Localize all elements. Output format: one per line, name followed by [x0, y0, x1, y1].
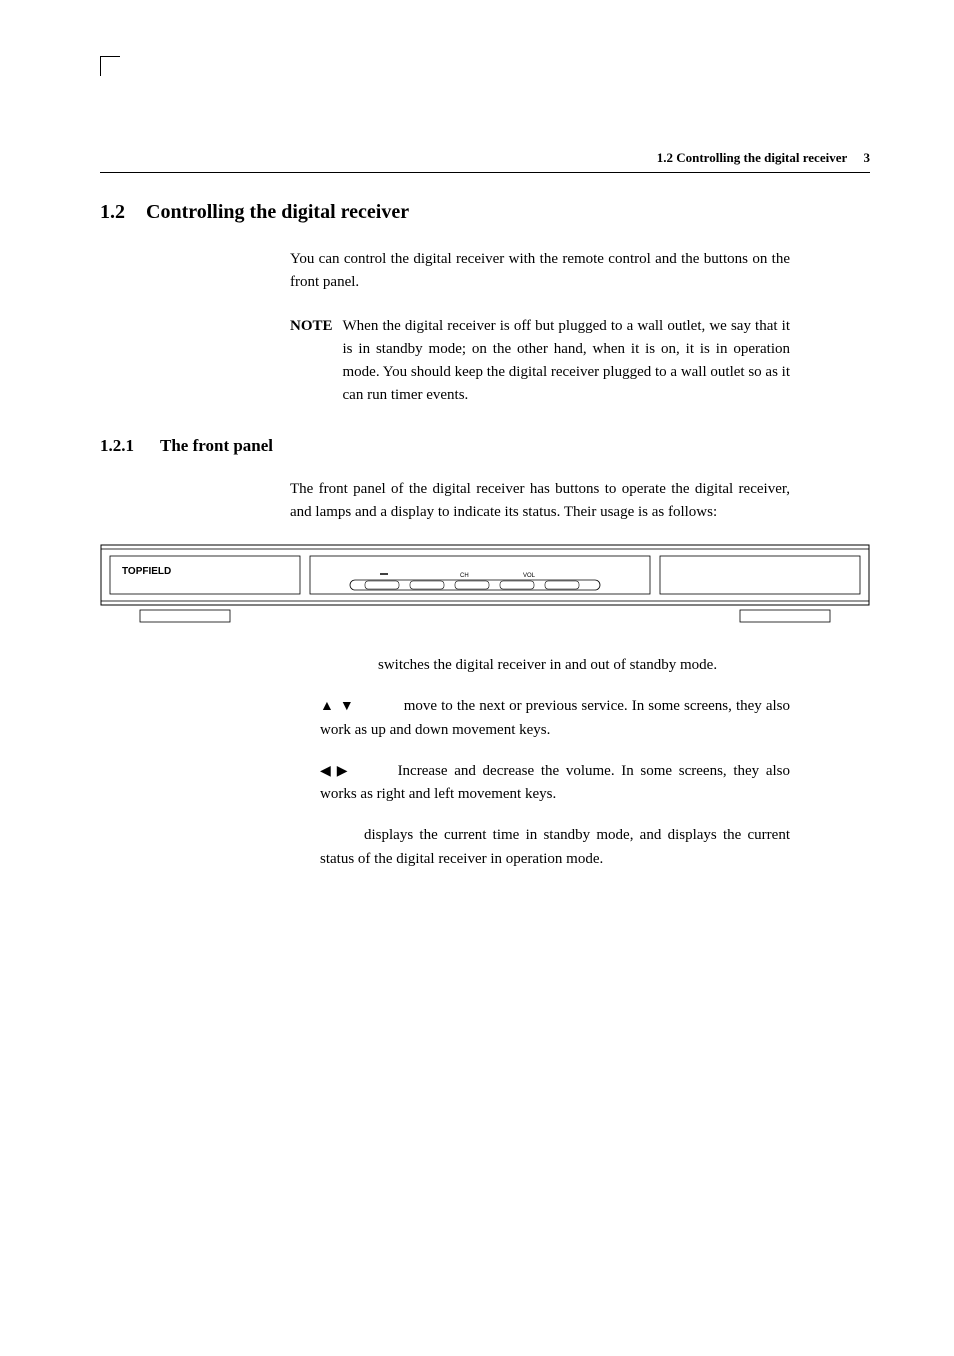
intro-paragraph: You can control the digital receiver wit… [290, 248, 790, 295]
front-panel-figure: TOPFIELD CH VOL [100, 544, 870, 624]
button-row: CH VOL [350, 573, 600, 590]
list-item: displays the current time in standby mod… [320, 824, 790, 871]
figure-brand-label: TOPFIELD [122, 566, 171, 577]
left-right-icons: ◀▶ [320, 761, 368, 783]
page-content: 1.2 Controlling the digital receiver 3 1… [100, 0, 870, 1356]
front-panel-intro: The front panel of the digital receiver … [290, 478, 790, 525]
display-icon [320, 825, 334, 847]
up-icon: ▲ [320, 699, 334, 714]
subsection-number: 1.2.1 [100, 436, 160, 456]
item-text: displays the current time in standby mod… [320, 827, 790, 866]
list-item: switches the digital receiver in and out… [320, 654, 790, 677]
note-label: NOTE [290, 315, 333, 408]
running-head-section: 1.2 Controlling the digital receiver [657, 150, 848, 165]
left-icon: ◀ [320, 764, 331, 779]
right-icon: ▶ [337, 764, 348, 779]
up-down-icons: ▲▼ [320, 696, 374, 718]
standby-icon [320, 655, 348, 677]
subsection-title: The front panel [160, 436, 273, 456]
item-text: Increase and decrease the volume. In som… [320, 763, 790, 802]
figure-ch-label: CH [460, 573, 469, 579]
running-head: 1.2 Controlling the digital receiver 3 [100, 150, 870, 173]
figure-vol-label: VOL [523, 573, 536, 579]
section-title: Controlling the digital receiver [146, 201, 409, 224]
subsection-heading: 1.2.1 The front panel [100, 436, 870, 456]
section-heading: 1.2 Controlling the digital receiver [100, 201, 870, 224]
down-icon: ▼ [340, 699, 354, 714]
note-block: NOTE When the digital receiver is off bu… [290, 315, 790, 408]
note-text: When the digital receiver is off but plu… [343, 315, 790, 408]
item-text: move to the next or previous service. In… [320, 698, 790, 737]
section-number: 1.2 [100, 201, 146, 224]
list-item: ▲▼ move to the next or previous service.… [320, 695, 790, 742]
running-head-page: 3 [864, 150, 871, 165]
list-item: ◀▶ Increase and decrease the volume. In … [320, 760, 790, 807]
item-text: switches the digital receiver in and out… [378, 657, 717, 673]
